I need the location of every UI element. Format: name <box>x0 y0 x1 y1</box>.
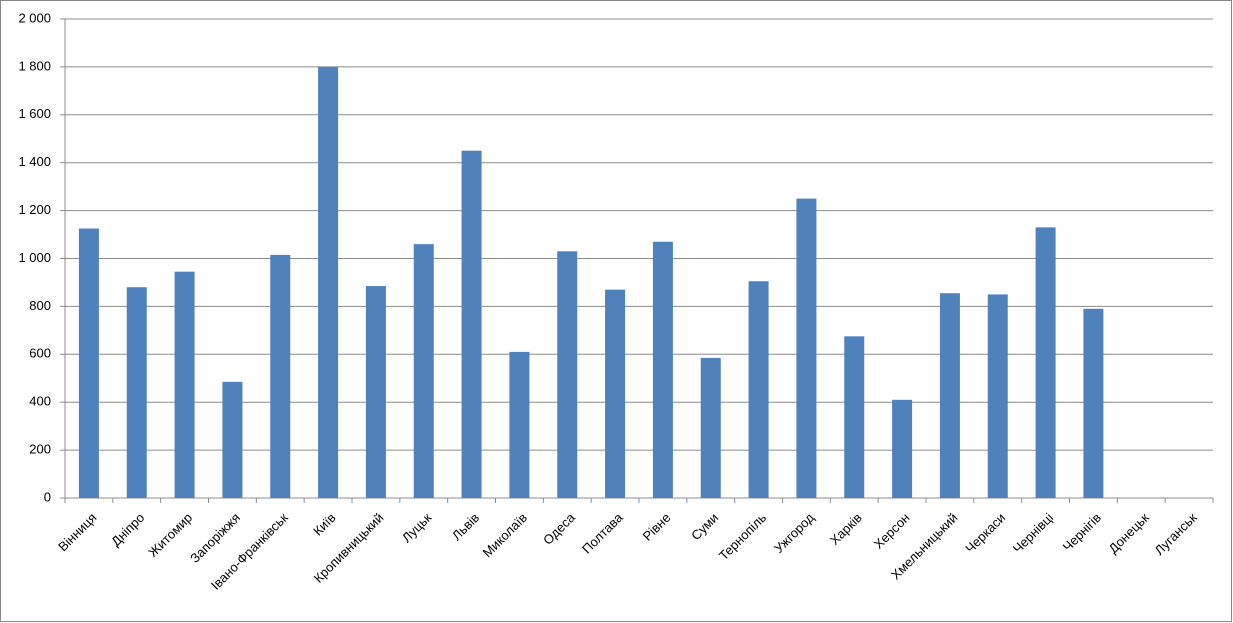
bar <box>939 293 960 498</box>
y-tick-label: 1 600 <box>18 106 51 121</box>
bar <box>270 254 291 498</box>
bar <box>509 351 530 498</box>
bar <box>987 294 1008 498</box>
bar <box>461 150 482 498</box>
y-tick-label: 400 <box>29 394 51 409</box>
y-tick-label: 600 <box>29 346 51 361</box>
bar <box>126 287 147 498</box>
bar <box>892 399 913 498</box>
y-tick-label: 2 000 <box>18 10 51 25</box>
bar <box>748 281 769 498</box>
bar <box>413 244 434 498</box>
bar <box>605 289 626 498</box>
bar <box>365 286 386 498</box>
y-tick-label: 200 <box>29 442 51 457</box>
y-tick-label: 0 <box>44 489 51 504</box>
y-tick-label: 1 400 <box>18 154 51 169</box>
bar <box>844 336 865 498</box>
bar <box>174 271 195 498</box>
y-tick-label: 1 800 <box>18 58 51 73</box>
bar <box>318 66 339 499</box>
bar <box>222 381 243 498</box>
bar <box>557 251 578 498</box>
y-tick-label: 800 <box>29 298 51 313</box>
bar <box>78 228 99 498</box>
bar <box>700 357 721 498</box>
bar <box>1083 308 1104 498</box>
y-tick-label: 1 200 <box>18 202 51 217</box>
bar <box>796 198 817 498</box>
bar <box>652 241 673 499</box>
y-tick-label: 1 000 <box>18 250 51 265</box>
bar <box>1035 227 1056 499</box>
